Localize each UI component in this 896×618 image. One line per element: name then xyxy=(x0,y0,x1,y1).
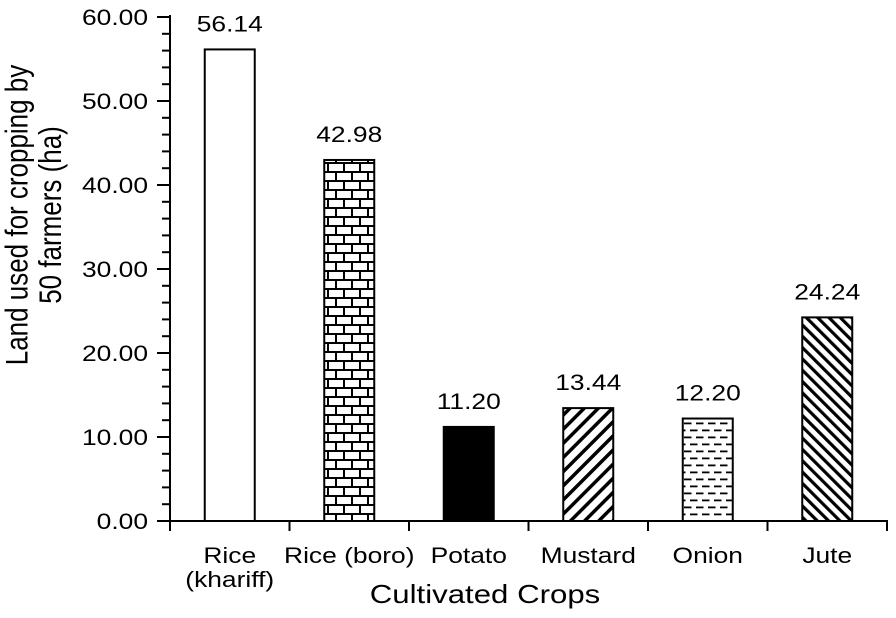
value-label-mustard: 13.44 xyxy=(555,371,621,395)
y-tick-label: 0.00 xyxy=(97,510,148,534)
value-label-rice-khariff: 56.14 xyxy=(197,12,263,36)
category-label-rice-boro: Rice (boro) xyxy=(284,544,414,568)
category-label-rice-khariff: Rice xyxy=(203,544,256,568)
category-label-rice-khariff: (khariff) xyxy=(185,568,274,592)
y-tick-label: 20.00 xyxy=(82,342,148,366)
y-tick-label: 50.00 xyxy=(82,90,148,114)
y-axis-title-line2: 50 farmers (ha) xyxy=(34,126,69,304)
y-axis-title-line1: Land used for cropping by xyxy=(0,64,35,365)
bar-onion xyxy=(681,417,734,522)
category-label-onion: Onion xyxy=(673,544,743,568)
bar-rice-boro xyxy=(323,158,376,523)
y-tick-label: 60.00 xyxy=(82,6,148,30)
plot-area: 0.00 10.00 20.00 30.00 40.00 50.00 60.00 56.14 R… xyxy=(82,6,888,592)
category-label-mustard: Mustard xyxy=(541,544,636,568)
bar-potato xyxy=(442,425,495,523)
value-label-onion: 12.20 xyxy=(675,382,741,406)
y-tick-label: 10.00 xyxy=(82,426,148,450)
category-label-jute: Jute xyxy=(802,544,852,568)
category-label-potato: Potato xyxy=(431,544,507,568)
bar-mustard xyxy=(562,407,615,522)
bar-jute xyxy=(801,316,854,522)
y-tick-label: 30.00 xyxy=(82,258,148,282)
value-label-potato: 11.20 xyxy=(437,390,501,414)
y-tick-label: 40.00 xyxy=(82,174,148,198)
value-label-rice-boro: 42.98 xyxy=(316,123,382,147)
bar-rice-khariff xyxy=(203,48,256,522)
x-axis-title: Cultivated Crops xyxy=(370,580,601,609)
value-label-jute: 24.24 xyxy=(794,280,860,304)
